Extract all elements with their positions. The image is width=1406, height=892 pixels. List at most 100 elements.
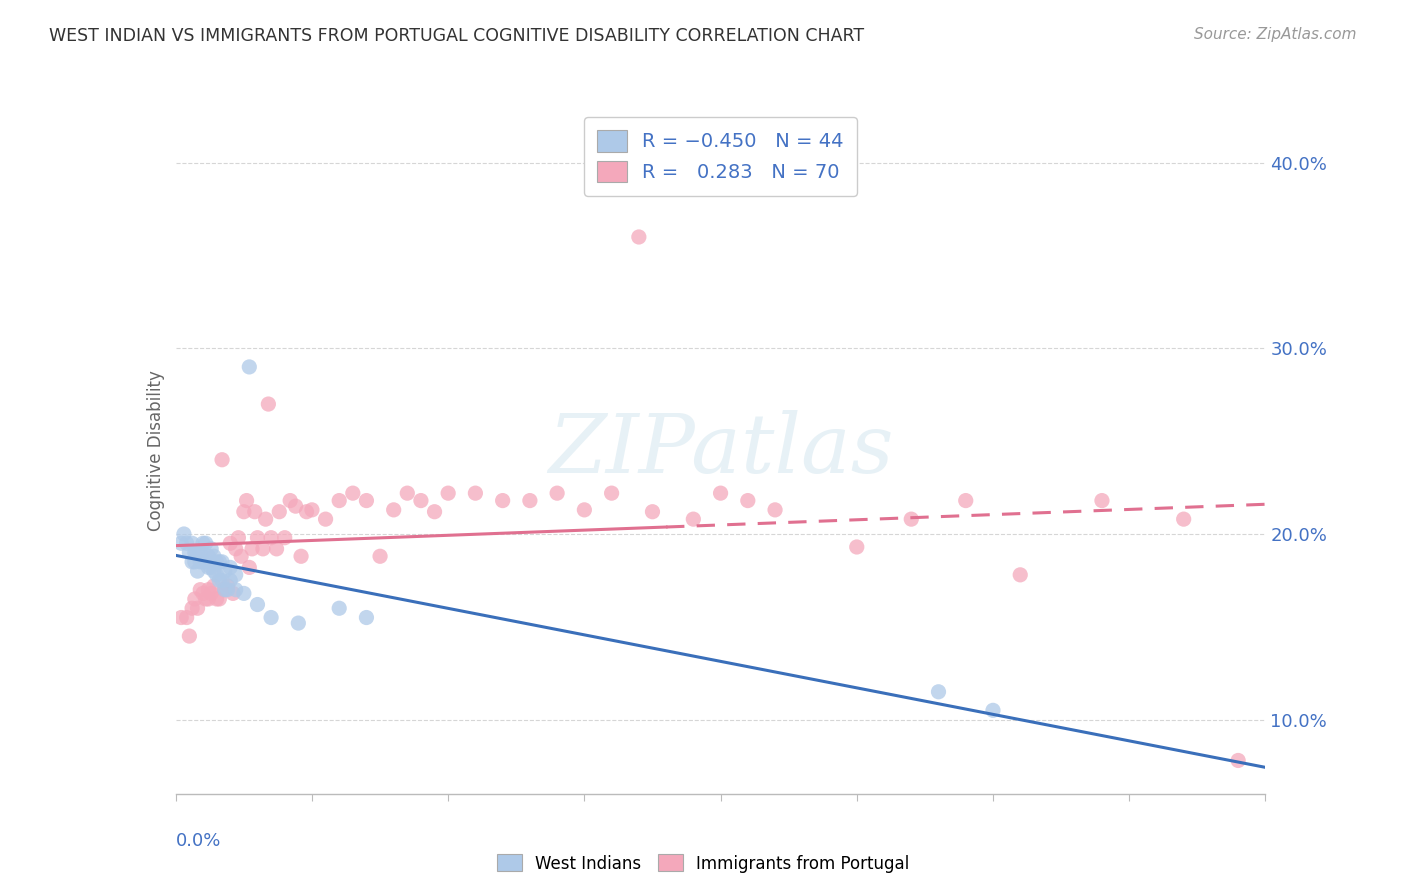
Point (246, 598, 269, 612)
Text: WEST INDIAN VS IMMIGRANTS FROM PORTUGAL COGNITIVE DISABILITY CORRELATION CHART: WEST INDIAN VS IMMIGRANTS FROM PORTUGAL … (49, 27, 865, 45)
Point (231, 549, 253, 564)
Y-axis label: Cognitive Disability: Cognitive Disability (146, 370, 165, 531)
Point (763, 503, 786, 517)
Point (284, 499, 307, 513)
Point (328, 601, 350, 615)
Text: ZIPatlas: ZIPatlas (548, 410, 893, 491)
Point (274, 531, 297, 545)
Point (1091, 493, 1114, 508)
Point (200, 541, 222, 556)
Point (219, 560, 242, 574)
Point (981, 703, 1004, 717)
Point (260, 610, 283, 624)
Point (315, 512, 337, 526)
Point (246, 531, 269, 545)
Point (184, 555, 207, 569)
Point (240, 541, 263, 556)
Point (211, 555, 233, 569)
Legend: West Indians, Immigrants from Portugal: West Indians, Immigrants from Portugal (489, 847, 917, 880)
Point (176, 536, 198, 550)
Point (179, 629, 201, 643)
Point (202, 579, 225, 593)
Point (214, 582, 236, 597)
Point (219, 574, 242, 588)
Point (396, 486, 419, 500)
Point (217, 582, 239, 597)
Point (200, 560, 222, 574)
Point (382, 503, 405, 517)
Point (202, 549, 225, 564)
Point (464, 486, 486, 500)
Point (287, 616, 309, 631)
Point (197, 582, 219, 597)
Point (228, 531, 250, 545)
Point (181, 555, 204, 569)
Point (710, 486, 733, 500)
Point (205, 567, 228, 582)
Point (186, 545, 209, 559)
Point (301, 503, 323, 517)
Point (269, 505, 291, 519)
Point (437, 486, 460, 500)
Point (184, 545, 207, 559)
Point (211, 574, 233, 588)
Point (423, 505, 446, 519)
Point (173, 527, 195, 541)
Point (191, 586, 214, 600)
Point (295, 505, 318, 519)
Text: Source: ZipAtlas.com: Source: ZipAtlas.com (1194, 27, 1357, 42)
Point (208, 574, 231, 588)
Point (238, 560, 260, 574)
Point (219, 536, 242, 550)
Point (641, 505, 664, 519)
Point (194, 536, 217, 550)
Point (519, 493, 541, 508)
Legend: R = −0.450   N = 44, R =   0.283   N = 70: R = −0.450 N = 44, R = 0.283 N = 70 (583, 117, 858, 196)
Point (184, 591, 207, 606)
Point (266, 541, 288, 556)
Point (737, 493, 759, 508)
Point (260, 531, 283, 545)
Point (845, 540, 868, 554)
Point (368, 549, 391, 564)
Point (1227, 754, 1250, 768)
Point (546, 486, 568, 500)
Point (170, 610, 193, 624)
Point (1173, 512, 1195, 526)
Point (955, 493, 977, 508)
Point (217, 579, 239, 593)
Text: 0.0%: 0.0% (176, 831, 221, 850)
Point (290, 549, 312, 564)
Point (492, 493, 515, 508)
Point (186, 601, 209, 615)
Point (409, 493, 432, 508)
Point (200, 586, 222, 600)
Point (222, 586, 245, 600)
Point (181, 536, 204, 550)
Point (356, 493, 378, 508)
Point (342, 486, 364, 500)
Point (627, 230, 650, 244)
Point (181, 601, 204, 615)
Point (682, 512, 704, 526)
Point (197, 591, 219, 606)
Point (188, 545, 211, 559)
Point (232, 586, 254, 600)
Point (257, 397, 280, 411)
Point (202, 564, 225, 578)
Point (356, 610, 378, 624)
Point (191, 555, 214, 569)
Point (600, 486, 623, 500)
Point (328, 493, 350, 508)
Point (194, 555, 217, 569)
Point (208, 591, 231, 606)
Point (235, 493, 257, 508)
Point (225, 582, 247, 597)
Point (176, 610, 198, 624)
Point (243, 505, 266, 519)
Point (170, 536, 193, 550)
Point (278, 493, 301, 508)
Point (205, 555, 228, 569)
Point (211, 452, 233, 467)
Point (214, 564, 236, 578)
